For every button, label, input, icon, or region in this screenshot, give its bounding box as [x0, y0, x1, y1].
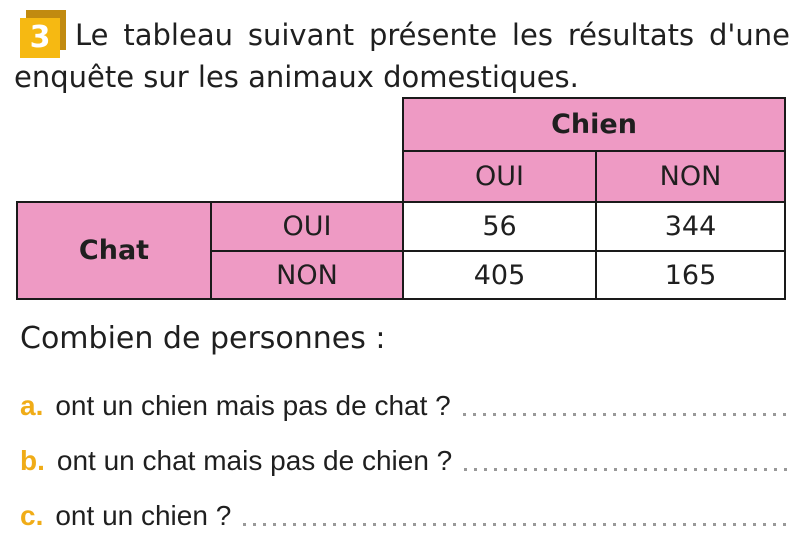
value-chat-non-chien-non: 165 — [594, 250, 787, 300]
value-chat-non-chien-oui: 405 — [402, 250, 597, 300]
table-title-chien: Chien — [401, 97, 787, 152]
table-empty-corner — [17, 98, 403, 151]
question-a: a. ont un chien mais pas de chat ? — [20, 390, 790, 422]
question-c-letter: c. — [20, 500, 44, 531]
question-b-text: ont un chat mais pas de chien ? — [56, 445, 453, 476]
exercise-number-badge: 3 — [20, 18, 60, 58]
question-b-letter: b. — [20, 445, 45, 476]
questions-lead: Combien de personnes : — [20, 321, 386, 356]
answer-dotted-line-c — [243, 523, 790, 526]
table-empty-corner — [17, 151, 403, 202]
answer-dotted-line-b — [464, 468, 790, 471]
intro-text-line2: enquête sur les animaux domestiques. — [14, 60, 579, 94]
column-header-non: NON — [594, 150, 787, 203]
row-header-oui: OUI — [210, 201, 404, 252]
value-chat-oui-chien-non: 344 — [594, 201, 787, 252]
exercise-intro: 3 Le tableau suivant présente les résult… — [14, 14, 790, 98]
row-group-label-chat: Chat — [16, 201, 212, 300]
question-a-text: ont un chien mais pas de chat ? — [55, 390, 451, 421]
question-c-text: ont un chien ? — [55, 500, 232, 531]
row-header-non: NON — [210, 250, 404, 300]
question-c: c. ont un chien ? — [20, 500, 790, 532]
questions-section: Combien de personnes : a. ont un chien m… — [20, 320, 790, 532]
value-chat-oui-chien-oui: 56 — [402, 201, 597, 252]
question-b: b. ont un chat mais pas de chien ? — [20, 445, 790, 477]
survey-table: Chien OUI NON Chat OUI 56 344 NON 405 16… — [16, 97, 787, 300]
question-a-letter: a. — [20, 390, 44, 421]
column-header-oui: OUI — [402, 150, 597, 203]
answer-dotted-line-a — [462, 413, 790, 416]
intro-text-line1: Le tableau suivant présente les résultat… — [75, 18, 790, 52]
